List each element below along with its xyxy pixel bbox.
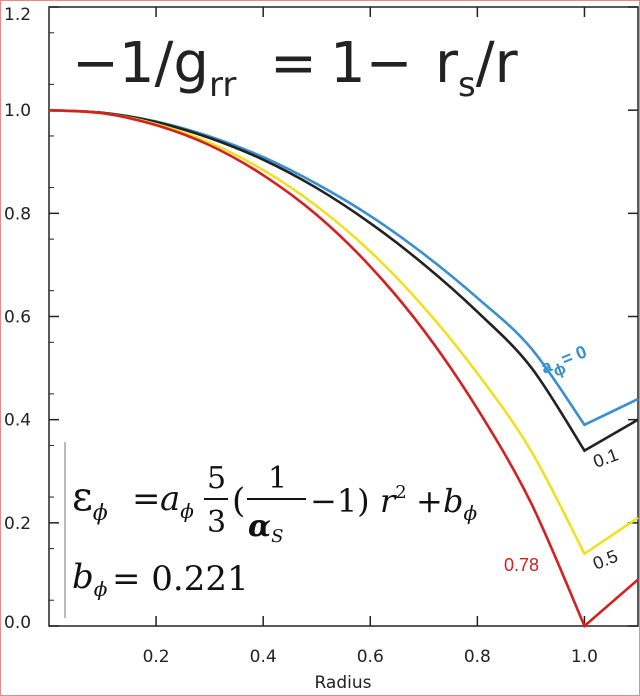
eq-frac1-den: 3 xyxy=(207,505,226,540)
eq2-value: = 0.221 xyxy=(112,559,249,599)
y-tick-label: 0.0 xyxy=(4,613,31,633)
x-tick-label: 0.6 xyxy=(357,647,384,667)
eq-b: b xyxy=(443,482,463,520)
eq-epsilon: ε xyxy=(72,474,93,520)
eq-minus-one: −1) xyxy=(310,482,370,520)
y-tick-label: 0.2 xyxy=(4,514,31,534)
svg-text:r2: r2 xyxy=(380,482,407,520)
x-axis-label: Radius xyxy=(314,673,371,693)
label-0-78: 0.78 xyxy=(504,555,539,575)
eq-alpha: α xyxy=(248,509,271,544)
svg-text:εϕ: εϕ xyxy=(72,474,108,526)
title-rhs-tail: /r xyxy=(476,31,519,96)
eq-a: a xyxy=(160,479,180,519)
svg-text:αS: αS xyxy=(248,509,283,547)
y-tick-label: 1.0 xyxy=(4,101,31,121)
eq-epsilon-sub: ϕ xyxy=(93,501,108,526)
x-tick-label: 0.4 xyxy=(250,647,277,667)
title-formula: −1/grr = 1− rs/r xyxy=(72,31,519,105)
series-line xyxy=(48,108,639,629)
eq2-b-sub: ϕ xyxy=(94,577,108,601)
eq-b-sub: ϕ xyxy=(463,501,477,525)
x-tick-label: 0.2 xyxy=(143,647,170,667)
eq2-b: b xyxy=(72,557,94,597)
equation-block: εϕ = aϕ 5 3 ( 1 αS −1) r2 + bϕ bϕ = 0.22… xyxy=(72,461,477,601)
title-rhs-r: r xyxy=(435,31,459,96)
svg-text:rs/r: rs/r xyxy=(435,31,519,105)
y-tick-label: 0.8 xyxy=(4,204,31,224)
eq-alpha-sub: S xyxy=(271,526,283,547)
svg-text:bϕ: bϕ xyxy=(72,557,108,601)
title-lhs-sub: rr xyxy=(209,65,236,105)
svg-text:−1/grr: −1/grr xyxy=(72,31,236,105)
plot-area xyxy=(48,6,639,627)
svg-text:bϕ: bϕ xyxy=(443,482,477,525)
eq-frac1-num: 5 xyxy=(207,461,226,496)
svg-text:aϕ: aϕ xyxy=(160,479,194,523)
eq-plus: + xyxy=(416,482,443,520)
eq-equals: = xyxy=(132,479,161,519)
title-rhs: 1− xyxy=(330,31,413,96)
eq-frac2-num: 1 xyxy=(268,461,287,496)
y-tick-label: 0.6 xyxy=(4,308,31,328)
y-tick-label: 1.2 xyxy=(4,5,31,25)
eq-a-sub: ϕ xyxy=(180,499,194,523)
eq-r-exp: 2 xyxy=(395,482,406,503)
series-group xyxy=(48,108,639,629)
x-tick-label: 0.8 xyxy=(464,647,491,667)
axis-ticks: 0.0 0.2 0.4 0.6 0.8 1.0 1.2 0.2 0.4 0.6 0.8 1.0 xyxy=(4,5,638,667)
title-lhs: −1/g xyxy=(72,31,209,96)
series-line xyxy=(48,108,639,453)
eq-r: r xyxy=(380,482,397,520)
title-rhs-sub: s xyxy=(458,65,476,105)
x-tick-label: 1.0 xyxy=(571,647,598,667)
y-tick-label: 0.4 xyxy=(4,411,31,431)
title-equals: = xyxy=(270,31,317,96)
eq-open: ( xyxy=(232,481,245,521)
